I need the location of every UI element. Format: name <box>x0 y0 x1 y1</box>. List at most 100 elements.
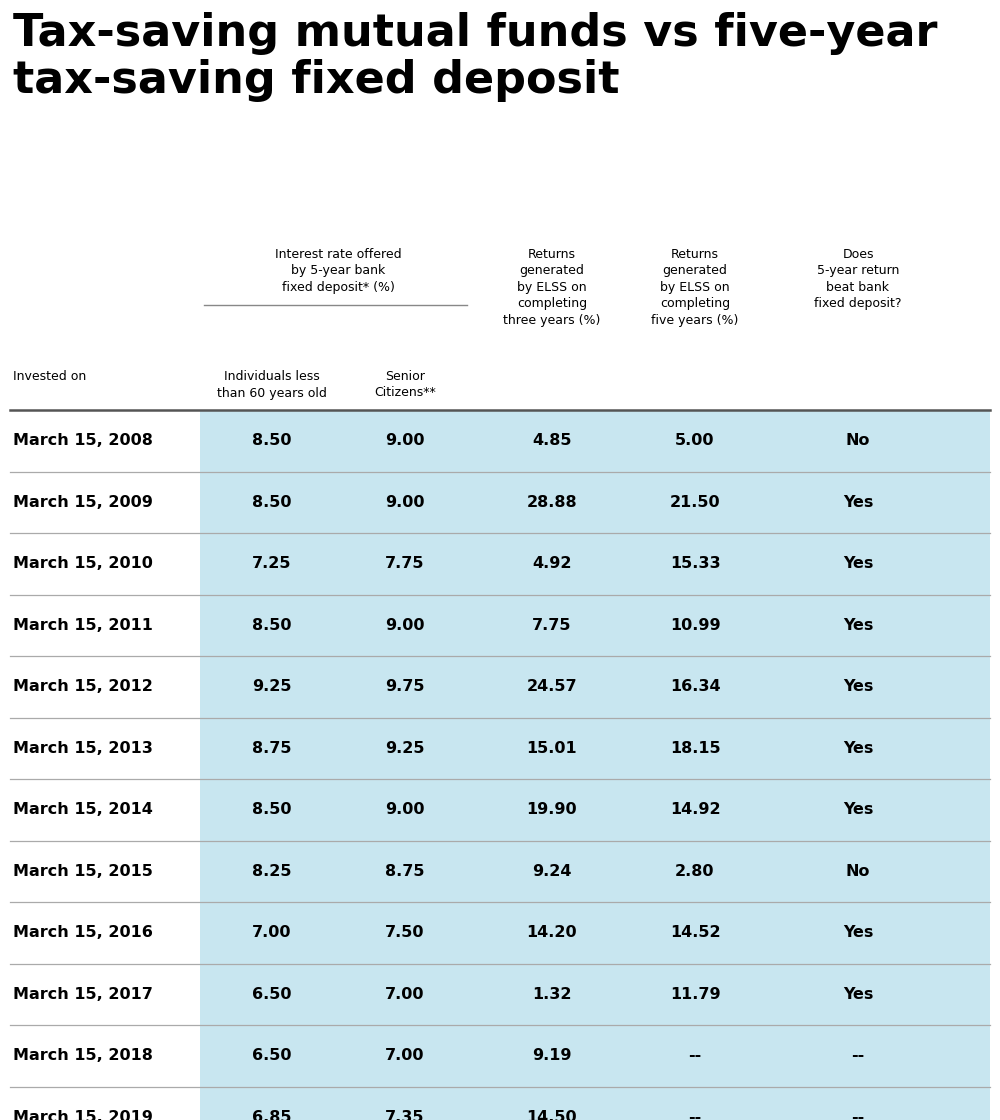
Bar <box>768 902 990 963</box>
Text: --: -- <box>688 1110 702 1120</box>
Text: 7.00: 7.00 <box>385 1048 425 1063</box>
Text: No: No <box>846 433 870 448</box>
Bar <box>472 902 624 963</box>
Bar <box>624 840 768 902</box>
Text: March 15, 2019: March 15, 2019 <box>13 1110 153 1120</box>
Bar <box>768 410 990 472</box>
Bar <box>200 902 472 963</box>
Text: 9.19: 9.19 <box>532 1048 572 1063</box>
Text: March 15, 2013: March 15, 2013 <box>13 740 153 756</box>
Text: 7.35: 7.35 <box>385 1110 425 1120</box>
Bar <box>200 1086 472 1120</box>
Text: March 15, 2010: March 15, 2010 <box>13 557 153 571</box>
Bar <box>624 533 768 595</box>
Text: 15.01: 15.01 <box>527 740 577 756</box>
Bar <box>472 472 624 533</box>
Text: 18.15: 18.15 <box>670 740 720 756</box>
Text: Interest rate offered
by 5-year bank
fixed deposit* (%): Interest rate offered by 5-year bank fix… <box>275 248 402 293</box>
Bar <box>472 656 624 718</box>
Bar <box>768 1025 990 1086</box>
Text: Yes: Yes <box>843 557 873 571</box>
Text: March 15, 2009: March 15, 2009 <box>13 495 153 510</box>
Text: Yes: Yes <box>843 495 873 510</box>
Text: --: -- <box>851 1048 865 1063</box>
Text: 15.33: 15.33 <box>670 557 720 571</box>
Text: 8.50: 8.50 <box>252 433 292 448</box>
Text: Tax-saving mutual funds vs five-year
tax-saving fixed deposit: Tax-saving mutual funds vs five-year tax… <box>13 12 938 102</box>
Bar <box>624 963 768 1025</box>
Text: 9.00: 9.00 <box>385 802 425 818</box>
Text: Senior
Citizens**: Senior Citizens** <box>374 370 436 400</box>
Text: 7.75: 7.75 <box>385 557 425 571</box>
Text: 14.52: 14.52 <box>670 925 720 941</box>
Bar <box>472 780 624 840</box>
Text: 4.92: 4.92 <box>532 557 572 571</box>
Text: Yes: Yes <box>843 618 873 633</box>
Text: Yes: Yes <box>843 740 873 756</box>
Bar <box>472 595 624 656</box>
Text: 19.90: 19.90 <box>527 802 577 818</box>
Bar <box>200 533 472 595</box>
Text: March 15, 2011: March 15, 2011 <box>13 618 153 633</box>
Bar <box>200 780 472 840</box>
Text: Yes: Yes <box>843 679 873 694</box>
Text: 8.50: 8.50 <box>252 495 292 510</box>
Text: 7.00: 7.00 <box>252 925 292 941</box>
Text: Does
5-year return
beat bank
fixed deposit?: Does 5-year return beat bank fixed depos… <box>814 248 902 310</box>
Bar <box>624 718 768 780</box>
Bar <box>472 533 624 595</box>
Text: Returns
generated
by ELSS on
completing
five years (%): Returns generated by ELSS on completing … <box>651 248 739 327</box>
Text: March 15, 2015: March 15, 2015 <box>13 864 153 879</box>
Text: 6.85: 6.85 <box>252 1110 292 1120</box>
Text: Yes: Yes <box>843 802 873 818</box>
Bar <box>768 472 990 533</box>
Text: 9.00: 9.00 <box>385 433 425 448</box>
Text: 14.50: 14.50 <box>527 1110 577 1120</box>
Bar <box>472 718 624 780</box>
Bar <box>624 472 768 533</box>
Bar <box>624 902 768 963</box>
Text: 8.75: 8.75 <box>385 864 425 879</box>
Bar <box>768 840 990 902</box>
Text: 7.00: 7.00 <box>385 987 425 1001</box>
Text: March 15, 2017: March 15, 2017 <box>13 987 153 1001</box>
Text: Invested on: Invested on <box>13 370 86 383</box>
Text: 21.50: 21.50 <box>670 495 720 510</box>
Text: 9.25: 9.25 <box>385 740 425 756</box>
Text: Yes: Yes <box>843 987 873 1001</box>
Bar <box>768 780 990 840</box>
Text: March 15, 2008: March 15, 2008 <box>13 433 153 448</box>
Text: 6.50: 6.50 <box>252 1048 292 1063</box>
Text: 16.34: 16.34 <box>670 679 720 694</box>
Bar <box>200 1025 472 1086</box>
Text: 24.57: 24.57 <box>527 679 577 694</box>
Text: 9.75: 9.75 <box>385 679 425 694</box>
Text: 11.79: 11.79 <box>670 987 720 1001</box>
Text: 1.32: 1.32 <box>532 987 572 1001</box>
Bar <box>624 595 768 656</box>
Bar <box>624 656 768 718</box>
Bar <box>472 840 624 902</box>
Text: 8.50: 8.50 <box>252 618 292 633</box>
Bar <box>768 656 990 718</box>
Text: 10.99: 10.99 <box>670 618 720 633</box>
Text: 5.00: 5.00 <box>675 433 715 448</box>
Text: 14.20: 14.20 <box>527 925 577 941</box>
Bar <box>768 533 990 595</box>
Text: 7.50: 7.50 <box>385 925 425 941</box>
Bar <box>624 1086 768 1120</box>
Text: 8.25: 8.25 <box>252 864 292 879</box>
Bar <box>200 410 472 472</box>
Text: March 15, 2012: March 15, 2012 <box>13 679 153 694</box>
Text: 2.80: 2.80 <box>675 864 715 879</box>
Text: March 15, 2018: March 15, 2018 <box>13 1048 153 1063</box>
Bar <box>768 595 990 656</box>
Bar <box>472 410 624 472</box>
Bar <box>472 1025 624 1086</box>
Text: 9.00: 9.00 <box>385 495 425 510</box>
Text: Individuals less
than 60 years old: Individuals less than 60 years old <box>217 370 327 400</box>
Text: Returns
generated
by ELSS on
completing
three years (%): Returns generated by ELSS on completing … <box>503 248 601 327</box>
Bar <box>768 1086 990 1120</box>
Text: 6.50: 6.50 <box>252 987 292 1001</box>
Text: 7.25: 7.25 <box>252 557 292 571</box>
